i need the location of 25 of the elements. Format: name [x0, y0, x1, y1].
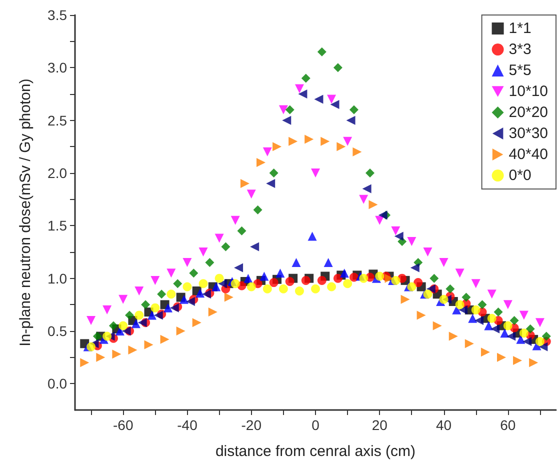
x-tick-label: -40 — [177, 417, 198, 433]
legend-label: 0*0 — [508, 167, 532, 184]
legend-label: 40*40 — [508, 146, 548, 163]
legend-label: 5*5 — [508, 62, 532, 79]
x-tick-label: 60 — [500, 417, 516, 433]
legend-label: 10*10 — [508, 83, 548, 100]
legend-label: 30*30 — [508, 125, 548, 142]
y-axis-title: In-plane neutron dose(mSv / Gy photon) — [17, 78, 34, 346]
legend-label: 1*1 — [508, 20, 532, 37]
y-tick-label: 1.5 — [48, 218, 68, 234]
x-tick-label: 20 — [372, 417, 388, 433]
x-tick-label: 40 — [436, 417, 452, 433]
x-axis-title: distance from cenral axis (cm) — [215, 443, 416, 460]
legend-label: 3*3 — [508, 41, 532, 58]
y-tick-label: 2.5 — [48, 112, 68, 128]
y-tick-label: 1.0 — [48, 270, 68, 286]
y-tick-label: 3.5 — [48, 7, 68, 23]
legend-label: 20*20 — [508, 104, 548, 121]
y-tick-label: 3.0 — [48, 60, 68, 76]
y-tick-label: 2.0 — [48, 165, 68, 181]
x-tick-label: -20 — [241, 417, 262, 433]
y-tick-label: 0.0 — [48, 376, 68, 392]
x-tick-label: -60 — [112, 417, 134, 433]
y-tick-label: 0.5 — [48, 323, 68, 339]
x-tick-label: 0 — [312, 417, 320, 433]
